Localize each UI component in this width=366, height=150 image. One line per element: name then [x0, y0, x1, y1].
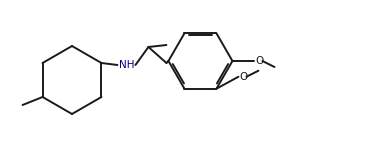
Text: O: O: [239, 72, 247, 82]
Text: O: O: [255, 56, 264, 66]
Text: NH: NH: [119, 60, 134, 70]
